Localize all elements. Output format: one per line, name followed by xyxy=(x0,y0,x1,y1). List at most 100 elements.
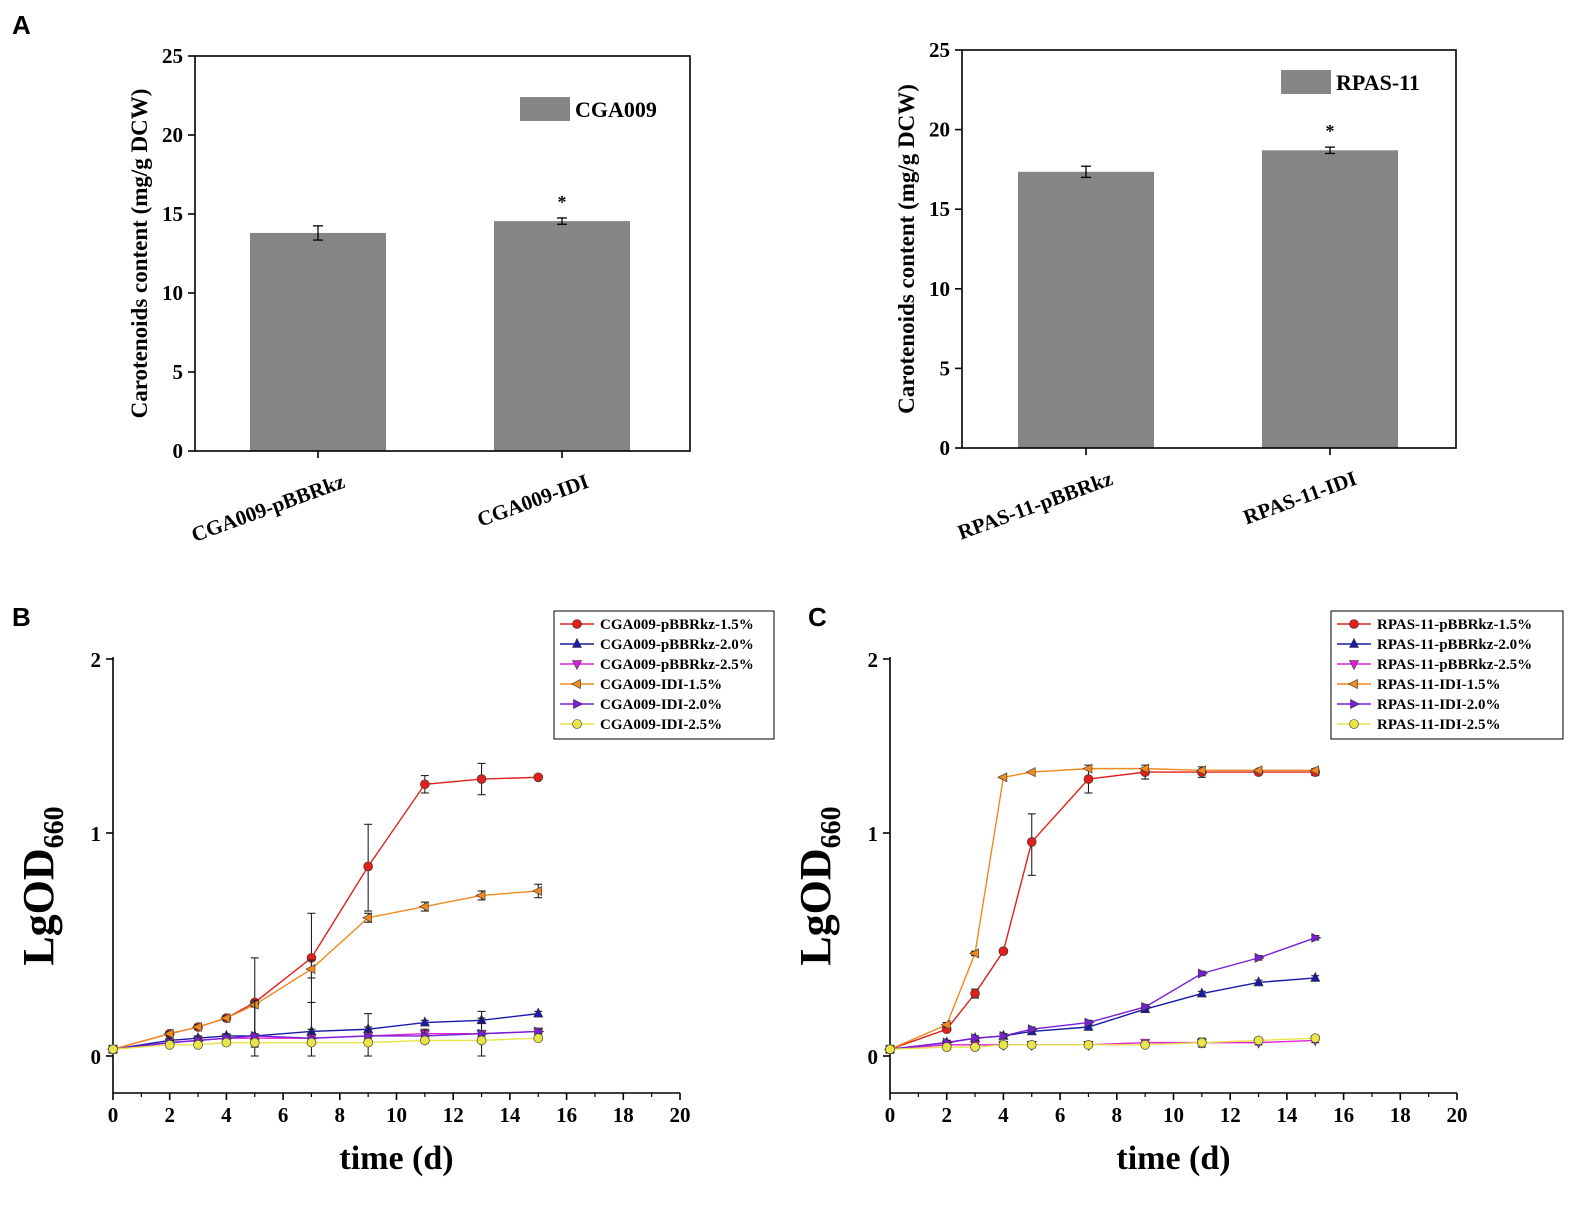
x-tick-label: 10 xyxy=(1163,1103,1184,1127)
y-tick-label: 0 xyxy=(940,436,951,460)
data-point xyxy=(572,660,582,671)
data-point xyxy=(572,719,582,729)
x-tick-label: 14 xyxy=(1276,1103,1298,1127)
x-tick-label: CGA009-pBBRkz xyxy=(188,469,348,547)
data-point xyxy=(1349,660,1359,671)
data-point xyxy=(1349,719,1359,729)
data-point xyxy=(475,890,486,901)
series-line xyxy=(112,890,539,1050)
legend-label: CGA009-IDI-2.0% xyxy=(600,697,722,713)
legend-box xyxy=(553,610,775,740)
data-point xyxy=(1253,976,1264,987)
data-point xyxy=(1083,1040,1094,1050)
legend-label: CGA009-IDI-2.5% xyxy=(600,717,722,733)
y-axis-label: Carotenoids content (mg/g DCW) xyxy=(127,89,152,419)
x-tick-label: CGA009-IDI xyxy=(474,469,592,531)
data-point xyxy=(1253,1035,1264,1046)
y-tick-label: 20 xyxy=(162,123,183,147)
panel-label-a: A xyxy=(12,10,31,40)
data-point xyxy=(1311,932,1322,943)
data-point xyxy=(1350,699,1361,709)
data-point xyxy=(249,1037,260,1048)
series-line xyxy=(112,1037,539,1051)
legend-label: RPAS-11-pBBRkz-1.5% xyxy=(1377,617,1532,633)
data-point xyxy=(1025,767,1036,778)
y-tick-label: 5 xyxy=(940,356,951,380)
y-tick-label: 20 xyxy=(929,118,950,142)
y-tick-label: 15 xyxy=(162,202,183,226)
x-tick-label: 20 xyxy=(670,1103,691,1127)
series-line xyxy=(889,937,1316,1051)
y-tick-label: 2 xyxy=(868,648,879,672)
data-point xyxy=(1254,952,1265,963)
data-point xyxy=(1026,1040,1037,1050)
x-tick-label: RPAS-11-IDI xyxy=(1240,466,1360,529)
series-line xyxy=(889,1037,1316,1051)
plot-frame xyxy=(961,49,1457,449)
data-point xyxy=(573,699,584,709)
y-axis-label-subscript: 660 xyxy=(816,806,847,848)
data-point xyxy=(533,772,544,783)
bar xyxy=(1018,171,1154,448)
x-tick-label: 20 xyxy=(1447,1103,1468,1127)
x-tick-label: 18 xyxy=(1390,1103,1411,1127)
data-point xyxy=(1197,1037,1207,1048)
y-tick-label: 0 xyxy=(868,1045,879,1069)
data-point xyxy=(1349,637,1359,648)
y-tick-label: 1 xyxy=(868,822,879,846)
data-point xyxy=(570,679,581,689)
bar xyxy=(494,221,630,451)
data-point xyxy=(363,1037,373,1048)
data-point xyxy=(363,861,373,872)
data-point xyxy=(361,912,372,923)
significance-star: * xyxy=(1326,121,1335,141)
y-tick-label: 10 xyxy=(162,281,183,305)
legend-box xyxy=(1330,610,1564,740)
legend-label: RPAS-11-IDI-1.5% xyxy=(1377,677,1500,693)
series-line xyxy=(889,767,1316,1050)
y-axis-label-main: LgOD xyxy=(791,848,840,965)
x-tick-label: 2 xyxy=(941,1103,952,1127)
data-point xyxy=(998,1040,1009,1050)
x-tick-label: 14 xyxy=(499,1103,521,1127)
bar-chart-cga009: CGA009-pBBRkz * CGA009-IDI 0 5 10 15 20 25 Carote… xyxy=(127,44,691,547)
x-tick-label: 10 xyxy=(386,1103,407,1127)
data-point xyxy=(572,637,582,648)
data-point xyxy=(997,772,1008,783)
data-point xyxy=(1140,1040,1150,1050)
y-tick-label: 0 xyxy=(173,439,184,463)
data-point xyxy=(306,1037,317,1048)
data-point xyxy=(1082,763,1093,774)
x-tick-label: 8 xyxy=(335,1103,346,1127)
data-point xyxy=(998,946,1009,956)
data-point xyxy=(1310,1033,1321,1043)
legend-label: CGA009-pBBRkz-2.5% xyxy=(600,657,754,673)
x-tick-label: 8 xyxy=(1112,1103,1123,1127)
data-point xyxy=(1309,765,1320,776)
legend-swatch xyxy=(1281,70,1331,94)
series-line xyxy=(889,771,1316,1050)
data-point xyxy=(940,1019,951,1030)
data-point xyxy=(941,1042,952,1052)
y-tick-label: 2 xyxy=(91,648,102,672)
y-axis-label: Carotenoids content (mg/g DCW) xyxy=(894,84,919,414)
x-tick-label: 16 xyxy=(1333,1103,1354,1127)
legend-label: RPAS-11-pBBRkz-2.0% xyxy=(1377,637,1532,653)
data-point xyxy=(220,1013,231,1024)
data-point xyxy=(191,1022,202,1032)
data-point xyxy=(419,1016,430,1027)
x-tick-label: 16 xyxy=(556,1103,577,1127)
data-point xyxy=(193,1040,203,1050)
legend-label: CGA009-IDI-1.5% xyxy=(600,677,722,693)
legend-swatch xyxy=(520,97,570,121)
data-point xyxy=(1027,1024,1038,1035)
x-tick-label: 12 xyxy=(1220,1103,1241,1127)
data-point xyxy=(476,1035,487,1046)
data-point xyxy=(1083,774,1094,784)
y-tick-label: 1 xyxy=(91,822,102,846)
y-tick-label: 10 xyxy=(929,277,950,301)
legend-label: RPAS-11 xyxy=(1336,70,1420,95)
x-tick-label: 0 xyxy=(108,1103,119,1127)
